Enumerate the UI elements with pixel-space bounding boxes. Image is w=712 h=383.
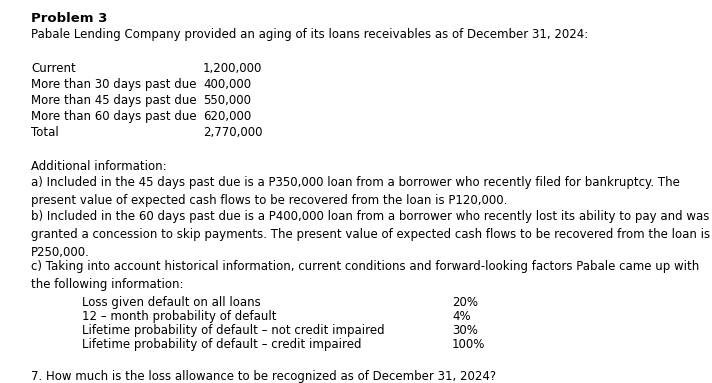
- Text: b) Included in the 60 days past due is a P400,000 loan from a borrower who recen: b) Included in the 60 days past due is a…: [31, 210, 711, 259]
- Text: Pabale Lending Company provided an aging of its loans receivables as of December: Pabale Lending Company provided an aging…: [31, 28, 589, 41]
- Text: Total: Total: [31, 126, 59, 139]
- Text: Lifetime probability of default – credit impaired: Lifetime probability of default – credit…: [82, 338, 362, 351]
- Text: 2,770,000: 2,770,000: [203, 126, 263, 139]
- Text: Additional information:: Additional information:: [31, 160, 167, 173]
- Text: Problem 3: Problem 3: [31, 12, 108, 25]
- Text: c) Taking into account historical information, current conditions and forward-lo: c) Taking into account historical inform…: [31, 260, 700, 291]
- Text: More than 45 days past due: More than 45 days past due: [31, 94, 197, 107]
- Text: 12 – month probability of default: 12 – month probability of default: [82, 310, 276, 323]
- Text: 550,000: 550,000: [203, 94, 251, 107]
- Text: More than 30 days past due: More than 30 days past due: [31, 78, 197, 91]
- Text: Loss given default on all loans: Loss given default on all loans: [82, 296, 261, 309]
- Text: 620,000: 620,000: [203, 110, 251, 123]
- Text: 1,200,000: 1,200,000: [203, 62, 262, 75]
- Text: 100%: 100%: [452, 338, 486, 351]
- Text: 400,000: 400,000: [203, 78, 251, 91]
- Text: 30%: 30%: [452, 324, 478, 337]
- Text: 7. How much is the loss allowance to be recognized as of December 31, 2024?: 7. How much is the loss allowance to be …: [31, 370, 496, 383]
- Text: Lifetime probability of default – not credit impaired: Lifetime probability of default – not cr…: [82, 324, 384, 337]
- Text: 20%: 20%: [452, 296, 478, 309]
- Text: 4%: 4%: [452, 310, 471, 323]
- Text: More than 60 days past due: More than 60 days past due: [31, 110, 197, 123]
- Text: a) Included in the 45 days past due is a P350,000 loan from a borrower who recen: a) Included in the 45 days past due is a…: [31, 176, 680, 207]
- Text: Current: Current: [31, 62, 76, 75]
